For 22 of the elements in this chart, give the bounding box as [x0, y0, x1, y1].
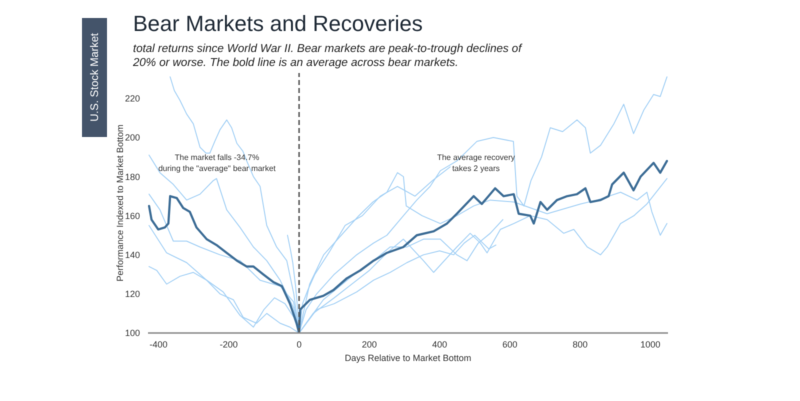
x-tick-label: 800: [572, 339, 588, 350]
y-tick-label: 180: [124, 172, 140, 182]
y-tick-label: 200: [124, 132, 140, 143]
chart-subtitle: total returns since World War II. Bear markets are peak-to-trough declines of 20% or worse. The bold line is an average across bear markets.: [133, 43, 524, 70]
annotation: The average recovery takes 2 years: [436, 152, 516, 174]
x-tick-label: 400: [432, 339, 448, 350]
y-tick-label: 140: [124, 250, 140, 260]
chart-title: Bear Markets and Recoveries: [133, 11, 423, 37]
y-axis-title: Performance Indexed to Market Bottom: [115, 124, 126, 282]
annotation: The market falls -34.7% during the "average" bear market: [157, 152, 277, 174]
x-axis-title: Days Relative to Market Bottom: [344, 353, 472, 363]
x-tick-label: 600: [502, 339, 518, 350]
x-tick-label: -400: [150, 339, 168, 350]
y-tick-label: 220: [124, 94, 140, 104]
y-tick-label: 160: [124, 210, 140, 221]
y-tick-label: 120: [124, 289, 140, 300]
x-tick-label: 200: [362, 339, 377, 350]
y-tick-label: 100: [124, 328, 140, 338]
text: U.S. Stock Market: [88, 33, 100, 122]
x-tick-label: 1000: [640, 339, 660, 350]
x-tick-label: -200: [220, 339, 238, 350]
x-tick-label: 0: [296, 339, 302, 350]
